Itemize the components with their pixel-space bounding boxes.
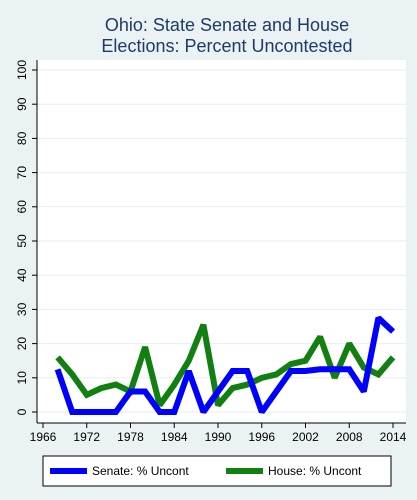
y-tick-label: 40 [15,268,29,282]
y-tick-label: 50 [15,234,29,248]
y-tick-label: 60 [15,200,29,214]
y-tick-label: 30 [15,302,29,316]
y-tick-label: 0 [15,408,29,415]
x-tick-label: 1984 [161,430,188,444]
x-tick-label: 1990 [205,430,232,444]
chart-title-line-2: Elections: Percent Uncontested [101,36,352,56]
legend-label-senate: Senate: % Uncont [92,464,189,478]
axes: 0 10 20 30 40 50 60 70 80 90 100 1966 1972 1978 1984 19… [15,60,407,444]
data-series [54,315,396,415]
x-tick-label: 1966 [30,430,57,444]
legend: Senate: % Uncont House: % Uncont [42,455,392,487]
y-tick-label: 80 [15,131,29,145]
y-tick-label: 90 [15,97,29,111]
y-tick-label: 70 [15,166,29,180]
x-tick-label: 2014 [380,430,407,444]
x-tick-label: 1978 [117,430,144,444]
x-tick-label: 2008 [336,430,363,444]
series-line-senate [54,315,396,415]
gridlines [37,69,406,413]
y-tick-label: 10 [15,371,29,385]
legend-box [42,455,392,487]
x-tick-label: 2002 [292,430,319,444]
y-tick-label: 100 [15,60,29,80]
y-tick-label: 20 [15,337,29,351]
chart-title-line-1: Ohio: State Senate and House [105,15,349,35]
x-tick-label: 1996 [248,430,275,444]
x-tick-label: 1972 [73,430,100,444]
legend-label-house: House: % Uncont [268,464,362,478]
